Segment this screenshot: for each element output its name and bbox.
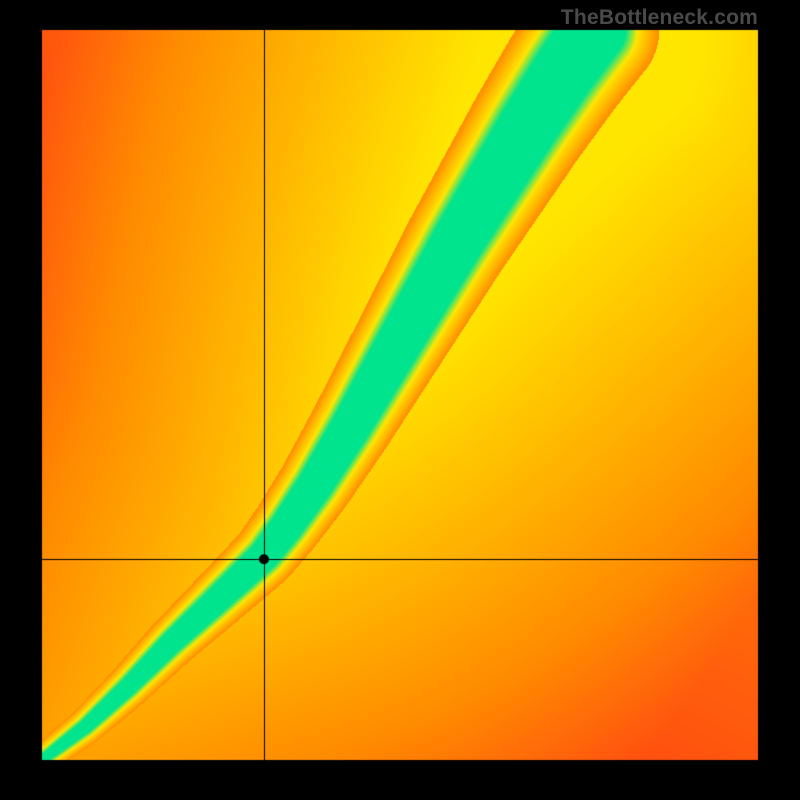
watermark-label: TheBottleneck.com [561, 6, 758, 30]
heatmap-canvas [0, 0, 800, 800]
